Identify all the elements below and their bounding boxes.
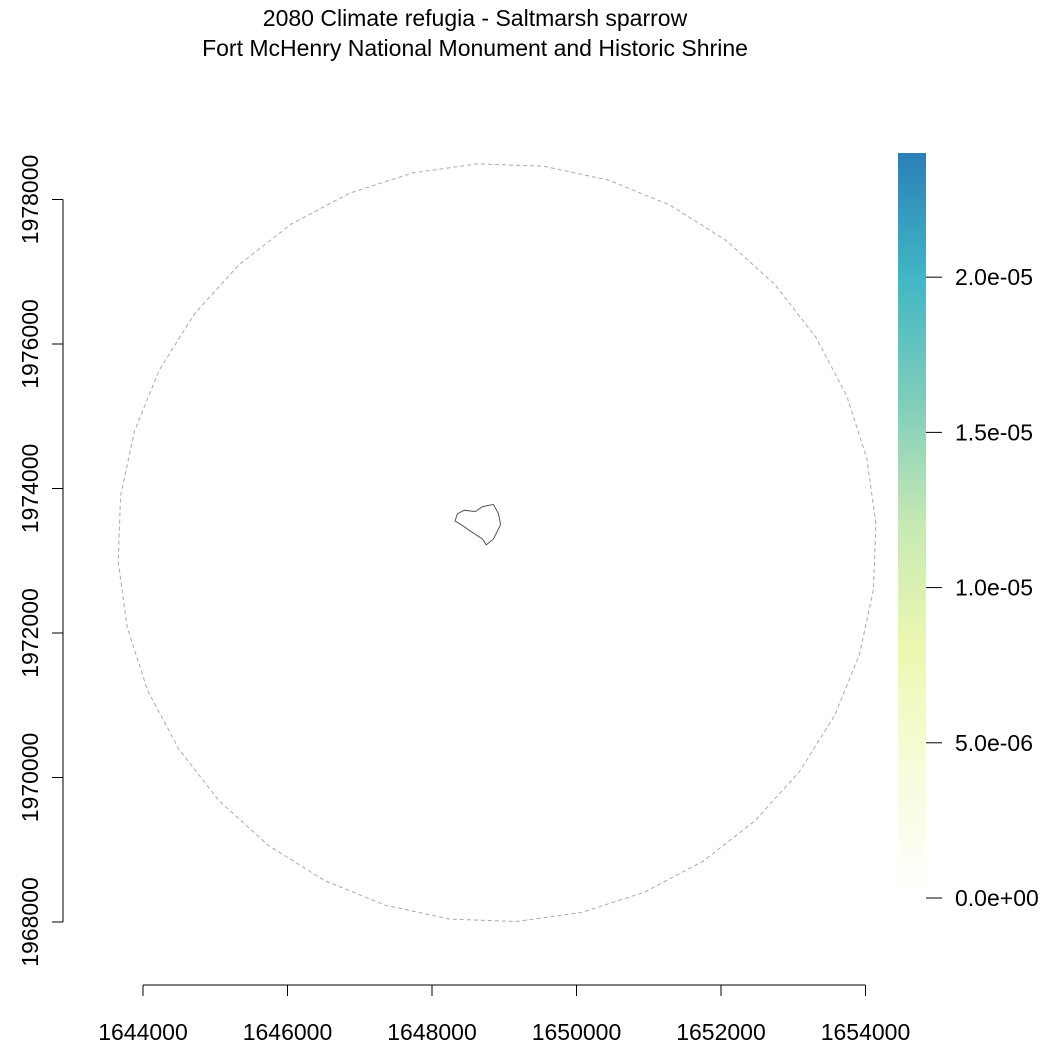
x-tick-label: 1650000 xyxy=(532,1019,622,1045)
y-tick-label: 1972000 xyxy=(17,588,43,678)
buffer-layer xyxy=(117,163,877,923)
legend-tick-label: 0.0e+00 xyxy=(955,885,1039,911)
legend-tick-label: 2.0e-05 xyxy=(955,264,1033,290)
legend-tick-label: 1.0e-05 xyxy=(955,575,1033,601)
y-tick-label: 1974000 xyxy=(17,444,43,534)
x-tick-label: 1644000 xyxy=(98,1019,188,1045)
legend-colorbar xyxy=(898,153,926,898)
park-boundary xyxy=(454,503,502,546)
color-legend: 0.0e+00 5.0e-06 1.0e-05 1.5e-05 2.0e-05 xyxy=(898,153,1039,911)
x-tick-label: 1654000 xyxy=(821,1019,911,1045)
x-axis: 1644000 1646000 1648000 1650000 1652000 16540… xyxy=(98,984,911,1045)
x-tick-label: 1646000 xyxy=(243,1019,333,1045)
y-tick-label: 1978000 xyxy=(17,155,43,245)
y-axis: 1968000 1970000 1972000 1974000 1976000 19780… xyxy=(17,155,64,967)
buffer-boundary xyxy=(117,163,877,923)
y-tick-label: 1976000 xyxy=(17,299,43,389)
y-tick-label: 1970000 xyxy=(17,733,43,823)
y-tick-label: 1968000 xyxy=(17,877,43,967)
chart-subtitle: Fort McHenry National Monument and Histo… xyxy=(202,35,748,61)
legend-tick-label: 1.5e-05 xyxy=(955,419,1033,445)
park-layer xyxy=(454,503,502,546)
x-tick-label: 1652000 xyxy=(676,1019,766,1045)
x-tick-label: 1648000 xyxy=(387,1019,477,1045)
legend-tick-label: 5.0e-06 xyxy=(955,730,1033,756)
chart-title: 2080 Climate refugia - Saltmarsh sparrow xyxy=(262,5,688,31)
